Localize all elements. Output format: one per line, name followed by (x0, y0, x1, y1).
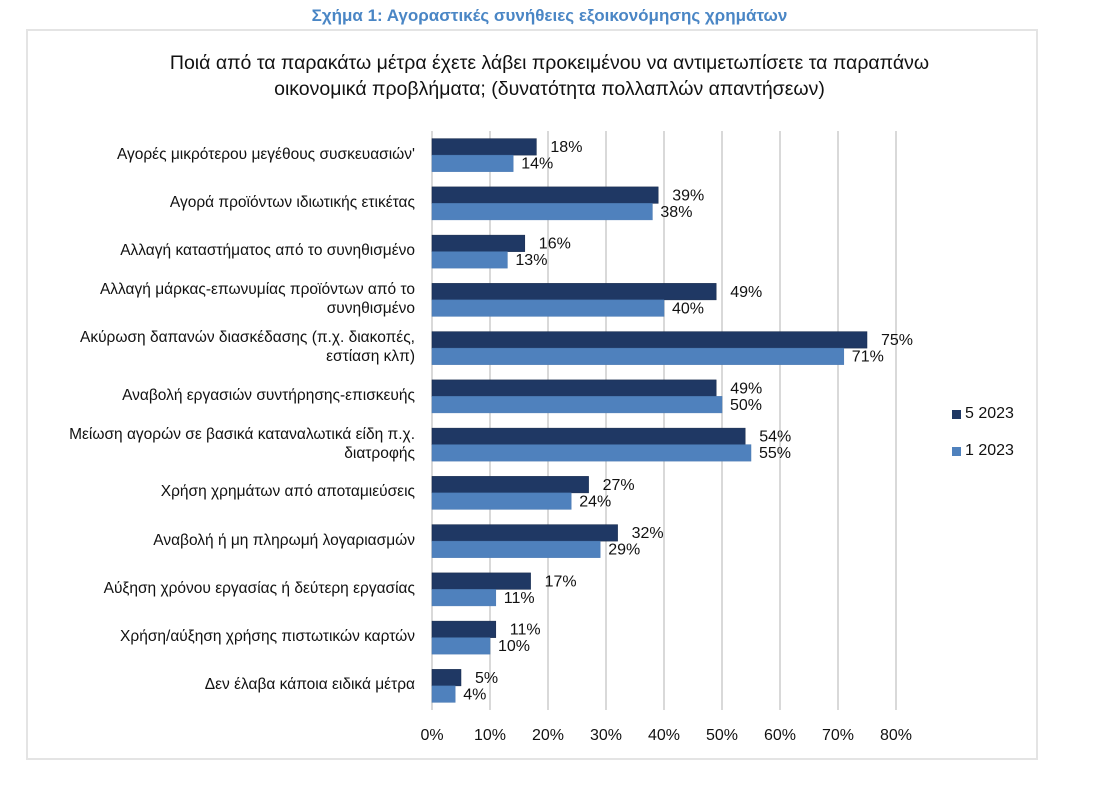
category-label: Δεν έλαβα κάποια ειδικά μέτρα (205, 675, 415, 694)
x-tick-label: 80% (880, 727, 912, 744)
data-label: 5% (475, 670, 498, 687)
category-label-line: Αναβολή εργασιών συντήρησης-επισκευής (122, 386, 415, 404)
data-label: 49% (730, 380, 762, 397)
category-label-line: Δεν έλαβα κάποια ειδικά μέτρα (204, 676, 415, 694)
legend-label-5-2023: 5 2023 (965, 405, 1014, 422)
data-label: 14% (521, 156, 553, 173)
category-label: Αναβολή ή μη πληρωμή λογαριασμών (153, 531, 415, 550)
bar-5-2023 (431, 427, 746, 445)
data-label: 16% (539, 236, 571, 253)
bar-1-2023 (431, 685, 456, 703)
data-label: 24% (579, 493, 611, 510)
legend-item-1-2023: 1 2023 (952, 441, 1014, 461)
category-label-line: Χρήση/αύξηση χρήσης πιστωτικών καρτών (120, 628, 415, 646)
category-label: Αγορές μικρότερου μεγέθους συσκευασιών' (117, 145, 415, 164)
category-label: Αγορά προϊόντων ιδιωτικής ετικέτας (170, 193, 415, 212)
category-label-line: Αγορές μικρότερου μεγέθους συσκευασιών' (116, 145, 415, 163)
legend-item-5-2023: 5 2023 (952, 404, 1014, 424)
bar-1-2023 (431, 347, 845, 365)
bar-5-2023 (431, 572, 531, 590)
category-label: Αύξηση χρόνου εργασίας ή δεύτερη εργασία… (104, 579, 415, 598)
bar-5-2023 (431, 379, 717, 397)
category-label-line: Αναβολή ή μη πληρωμή λογαριασμών (153, 531, 415, 549)
bar-1-2023 (431, 637, 491, 655)
x-tick-label: 40% (648, 727, 680, 744)
category-label-line: Μείωση αγορών σε βασικά καταναλωτικά είδ… (69, 425, 415, 443)
category-label-line: Χρήση χρημάτων από αποταμιεύσεις (160, 483, 415, 501)
x-tick-label: 20% (532, 727, 564, 744)
bar-5-2023 (431, 138, 537, 156)
category-label: Χρήση/αύξηση χρήσης πιστωτικών καρτών (120, 627, 415, 646)
data-label: 54% (759, 429, 791, 446)
bar-5-2023 (431, 331, 868, 349)
bar-5-2023 (431, 669, 462, 687)
category-label-line: συνηθισμένο (326, 299, 415, 317)
data-label: 75% (881, 332, 913, 349)
bar-1-2023 (431, 203, 653, 221)
bar-5-2023 (431, 524, 618, 542)
data-label: 50% (730, 397, 762, 414)
data-label: 32% (632, 525, 664, 542)
category-label: Μείωση αγορών σε βασικά καταναλωτικά είδ… (69, 425, 415, 463)
category-label-line: Αγορά προϊόντων ιδιωτικής ετικέτας (169, 193, 415, 211)
bar-1-2023 (431, 396, 723, 414)
x-tick-label: 0% (420, 727, 443, 744)
data-label: 38% (660, 204, 692, 221)
x-tick-label: 70% (822, 727, 854, 744)
bar-1-2023 (431, 299, 665, 317)
data-label: 55% (759, 445, 791, 462)
category-label-line: Αλλαγή μάρκας-επωνυμίας προϊόντων από το (99, 280, 415, 298)
category-label-line: Αύξηση χρόνου εργασίας ή δεύτερη εργασία… (103, 579, 415, 597)
bar-1-2023 (431, 492, 572, 510)
data-label: 11% (504, 590, 535, 607)
bar-5-2023 (431, 620, 497, 638)
x-tick-label: 10% (474, 727, 506, 744)
data-label: 39% (672, 187, 704, 204)
chart-title-line-1: Ποιά από τα παρακάτω μέτρα έχετε λάβει π… (169, 52, 930, 74)
bar-1-2023 (431, 444, 752, 462)
legend: 5 2023 1 2023 (952, 404, 1014, 478)
legend-swatch-1-2023 (952, 446, 961, 456)
category-label: Αναβολή εργασιών συντήρησης-επισκευής (122, 386, 415, 405)
bar-1-2023 (431, 589, 497, 607)
data-label: 29% (608, 542, 640, 559)
data-label: 71% (852, 349, 884, 366)
bar-5-2023 (431, 234, 526, 252)
bar-1-2023 (431, 540, 601, 558)
category-label-line: Ακύρωση δαπανών διασκέδασης (π.χ. διακοπ… (79, 329, 415, 347)
x-tick-label: 30% (590, 727, 622, 744)
data-label: 17% (545, 573, 577, 590)
data-label: 4% (463, 686, 486, 703)
chart-title: Ποιά από τα παρακάτω μέτρα έχετε λάβει π… (0, 50, 1099, 102)
bar-1-2023 (431, 154, 514, 172)
bar-5-2023 (431, 283, 717, 301)
data-label: 10% (498, 638, 530, 655)
data-label: 40% (672, 300, 704, 317)
legend-label-1-2023: 1 2023 (965, 442, 1014, 459)
data-label: 18% (550, 139, 582, 156)
bar-1-2023 (431, 251, 508, 269)
data-label: 13% (515, 252, 547, 269)
data-label: 49% (730, 284, 762, 301)
chart-title-line-2: οικονομικά προβλήματα; (δυνατότητα πολλα… (274, 78, 825, 100)
bar-5-2023 (431, 476, 589, 494)
category-label: Αλλαγή καταστήματος από το συνηθισμένο (120, 241, 415, 260)
category-label-line: διατροφής (344, 444, 415, 462)
legend-swatch-5-2023 (952, 409, 961, 419)
category-label-line: Αλλαγή καταστήματος από το συνηθισμένο (120, 242, 415, 260)
figure-title: Σχήμα 1: Αγοραστικές συνήθειες εξοικονόμ… (311, 6, 788, 25)
category-label-line: εστίαση κλπ) (326, 348, 415, 366)
x-tick-label: 50% (706, 727, 738, 744)
category-label: Χρήση χρημάτων από αποταμιεύσεις (161, 482, 415, 501)
x-tick-label: 60% (764, 727, 796, 744)
category-label: Αλλαγή μάρκας-επωνυμίας προϊόντων από το… (100, 280, 415, 318)
data-label: 27% (603, 477, 635, 494)
category-label: Ακύρωση δαπανών διασκέδασης (π.χ. διακοπ… (80, 328, 415, 366)
data-label: 11% (510, 622, 541, 639)
bar-5-2023 (431, 186, 659, 204)
